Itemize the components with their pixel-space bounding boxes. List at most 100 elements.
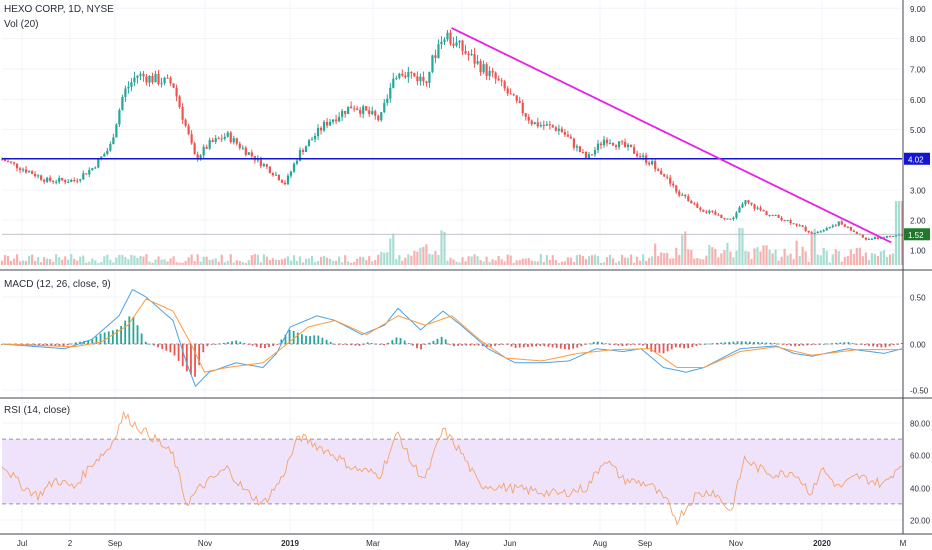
volume-bar (557, 262, 560, 265)
macd-histogram-bar (251, 344, 254, 346)
level-price-tag (904, 152, 930, 165)
volume-bar (804, 251, 807, 265)
candle-body (271, 173, 275, 176)
volume-bar (539, 254, 542, 265)
volume-bar (861, 256, 864, 265)
volume-bar (319, 256, 323, 265)
time-tick-label: M (900, 539, 907, 548)
volume-bar (211, 259, 214, 265)
volume-bar (328, 258, 332, 265)
candle-body (458, 40, 461, 43)
volume-bar (338, 256, 341, 265)
candle-body (310, 139, 314, 141)
candle-body (708, 210, 711, 213)
candle-body (705, 211, 708, 213)
volume-bar (241, 262, 244, 265)
candle-body (15, 163, 19, 169)
macd-histogram-bar (399, 338, 402, 344)
volume-bar (97, 262, 100, 265)
candle-body (428, 71, 431, 84)
candle-body (289, 171, 293, 176)
candle-body (235, 138, 238, 144)
macd-histogram-bar (584, 344, 587, 345)
candle-body (58, 177, 61, 182)
candle-body (816, 231, 819, 233)
macd-histogram-bar (379, 344, 381, 345)
macd-histogram-bar (490, 344, 492, 347)
volume-bar (353, 261, 356, 265)
candle-body (64, 180, 67, 183)
candle-body (61, 177, 64, 181)
volume-bar (283, 258, 287, 265)
candle-body (629, 144, 633, 148)
volume-bar (879, 251, 883, 265)
volume-bar (163, 259, 166, 265)
candle-body (395, 77, 398, 79)
macd-histogram-bar (103, 332, 106, 344)
candle-body (392, 78, 395, 88)
volume-bar (771, 253, 774, 265)
macd-histogram-bar (707, 343, 710, 345)
macd-histogram-bar (407, 343, 410, 344)
volume-bar (461, 257, 464, 265)
volume-bar (304, 258, 308, 265)
candle-body (581, 151, 585, 153)
candle-body (154, 73, 157, 83)
pane-frames (0, 0, 932, 535)
volume-bar (235, 260, 238, 265)
macd-histogram-bar (568, 344, 570, 350)
macd-histogram-bar (342, 344, 344, 345)
candle-body (52, 180, 55, 182)
candle-body (789, 220, 792, 224)
macd-histogram-bar (120, 326, 122, 344)
candle-body (714, 211, 717, 215)
candle-body (639, 156, 642, 158)
rsi-label: RSI (14, close) (4, 405, 71, 416)
volume-bar (184, 260, 187, 265)
macd-histogram-bar (728, 342, 731, 344)
price-axis[interactable]: 9.008.007.006.005.004.003.002.001.000.50… (904, 5, 931, 526)
macd-histogram-bar (835, 342, 838, 344)
candle-body (322, 121, 326, 131)
price-tick-label: 3.00 (910, 187, 926, 196)
candle-body (672, 183, 675, 186)
candle-body (633, 147, 636, 154)
macd-histogram-bar (148, 343, 151, 345)
macd-histogram-bar (292, 331, 295, 344)
volume-bar (76, 260, 79, 265)
candle-body (747, 200, 750, 203)
macd-histogram-bar (33, 344, 36, 346)
candle-body (768, 214, 771, 216)
candle-body (696, 203, 699, 208)
volume-bar (154, 259, 157, 265)
macd-histogram-bar (498, 344, 501, 346)
rsi-tick-label: 40.00 (910, 485, 931, 494)
macd-histogram-bar (666, 344, 669, 352)
volume-bar (642, 254, 645, 265)
volume-bar (121, 254, 124, 265)
drawn-overlays[interactable] (2, 27, 902, 244)
macd-histogram-bar (522, 344, 525, 348)
macd-histogram-bar (588, 343, 591, 345)
macd-histogram-bar (50, 344, 53, 346)
candle-body (446, 32, 449, 40)
macd-histogram-bar (765, 342, 768, 344)
volume-bar (359, 256, 362, 265)
time-axis[interactable]: Jul 2 Sep Nov 2019 Mar May Jun Aug Sep Nov 2020 M (17, 539, 907, 548)
macd-histogram-bar (235, 340, 238, 344)
volume-bar (795, 240, 798, 265)
last-price-tag-text: 1.52 (908, 231, 924, 240)
volume-bar (545, 255, 548, 265)
volume-bar (846, 256, 849, 265)
volume-bar (392, 233, 395, 265)
time-tick-label: 2 (68, 539, 73, 548)
volume-bar (24, 260, 28, 265)
candle-body (241, 147, 244, 149)
macd-histogram-bar (864, 344, 866, 346)
volume-bar (3, 255, 7, 265)
candle-body (106, 150, 109, 155)
candle-body (804, 226, 807, 231)
candle-body (750, 202, 753, 205)
macd-histogram-bar (601, 342, 603, 344)
